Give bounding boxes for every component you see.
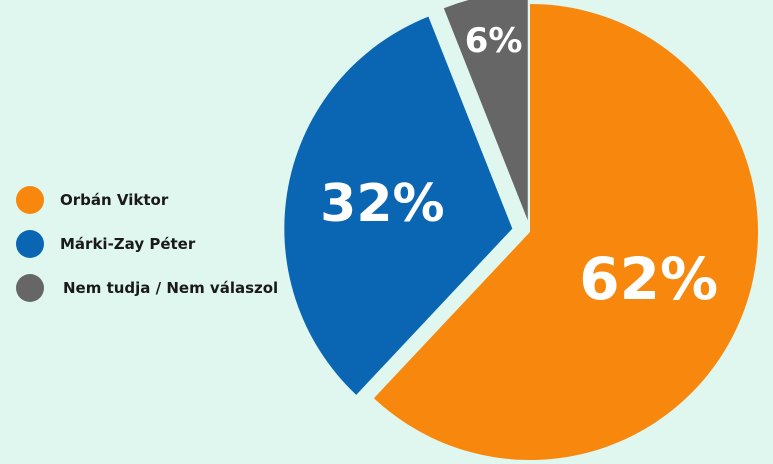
slice-orban [373, 4, 759, 461]
legend: Orbán Viktor Márki-Zay Péter Nem tudja /… [16, 186, 306, 318]
slice-no-answer [443, 0, 528, 221]
slice-label-marki-zay: 32% [320, 174, 444, 234]
legend-item-marki-zay: Márki-Zay Péter [16, 230, 306, 258]
slice-label-orban: 62% [579, 245, 718, 313]
slice-marki-zay [284, 16, 513, 395]
legend-dot-orban [16, 186, 44, 214]
legend-item-orban: Orbán Viktor [16, 186, 306, 214]
legend-label-no-answer: Nem tudja / Nem válaszol [63, 279, 279, 297]
legend-label-orban: Orbán Viktor [60, 191, 169, 209]
slice-label-no-answer: 6% [465, 21, 523, 61]
legend-dot-marki-zay [16, 230, 44, 258]
legend-dot-no-answer [16, 274, 44, 302]
legend-item-no-answer: Nem tudja / Nem válaszol [16, 274, 306, 302]
legend-label-marki-zay: Márki-Zay Péter [60, 235, 196, 253]
